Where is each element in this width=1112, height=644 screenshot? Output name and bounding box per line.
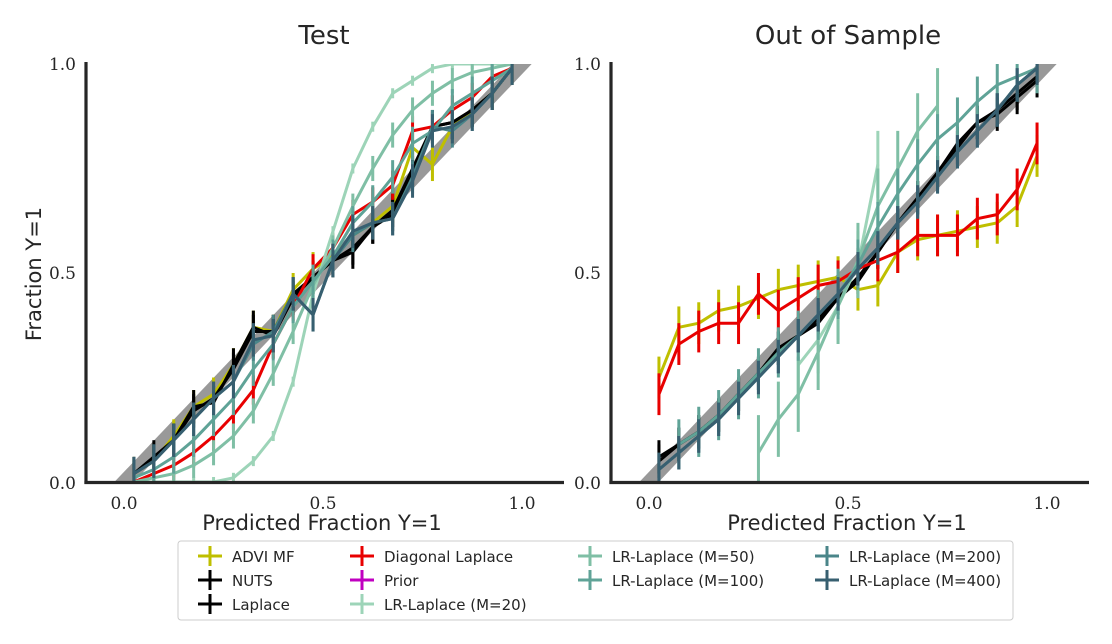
panel-out-of-sample: Out of Sample 0.0 0.5 1.0 0.0 0.5 1.0 Pr… — [574, 21, 1089, 535]
legend-label: LR-Laplace (M=50) — [612, 548, 755, 566]
legend-label: ADVI MF — [232, 548, 295, 566]
legend-label: Prior — [384, 572, 419, 590]
plot-area-test — [112, 64, 532, 484]
panel-test: Test 0.0 0.5 1.0 0.0 0.5 1.0 Predicted F… — [22, 21, 564, 535]
y-tick-label: 0.0 — [574, 474, 601, 494]
legend-label: NUTS — [232, 572, 273, 590]
series-line — [133, 67, 514, 475]
legend-item-diagonal-laplace: Diagonal Laplace — [350, 546, 513, 566]
series-line — [657, 142, 1039, 395]
legend-label: LR-Laplace (M=200) — [849, 548, 1001, 566]
plot-area-out-of-sample — [637, 64, 1057, 484]
legend-label: LR-Laplace (M=100) — [612, 572, 764, 590]
y-tick-label: 1.0 — [49, 55, 76, 75]
x-tick-label: 1.0 — [508, 494, 535, 514]
legend-item-nuts: NUTS — [198, 570, 273, 590]
series-line — [133, 66, 513, 480]
legend-item-lr-laplace-m-400: LR-Laplace (M=400) — [815, 570, 1001, 590]
legend-label: LR-Laplace (M=20) — [384, 596, 527, 614]
legend-item-lr-laplace-m-50: LR-Laplace (M=50) — [578, 546, 755, 566]
reference-diagonal — [112, 64, 532, 484]
legend-label: LR-Laplace (M=400) — [849, 572, 1001, 590]
legend-item-laplace: Laplace — [198, 594, 290, 614]
x-tick-label: 0.0 — [635, 494, 662, 514]
x-tick-label: 1.0 — [1033, 494, 1060, 514]
series-lr-laplace-m-400 — [657, 64, 1039, 482]
y-tick-label: 0.5 — [49, 264, 76, 284]
legend-item-lr-laplace-m-20: LR-Laplace (M=20) — [350, 594, 527, 614]
x-tick-label: 0.5 — [309, 494, 336, 514]
series-lr-laplace-m-400 — [132, 64, 514, 482]
legend-label: Diagonal Laplace — [384, 548, 513, 566]
legend-label: Laplace — [232, 596, 290, 614]
series-line — [658, 67, 1038, 471]
x-axis-label: Predicted Fraction Y=1 — [727, 511, 967, 535]
panel-title-test: Test — [297, 21, 349, 51]
reference-diagonal — [637, 64, 1057, 484]
y-tick-label: 1.0 — [574, 55, 601, 75]
x-axis-label: Predicted Fraction Y=1 — [202, 511, 442, 535]
y-axis-label: Fraction Y=1 — [22, 207, 46, 341]
legend-item-lr-laplace-m-200: LR-Laplace (M=200) — [815, 546, 1001, 566]
x-tick-label: 0.0 — [110, 494, 137, 514]
legend: ADVI MF NUTS Laplace Diagonal Laplace Prior L… — [177, 540, 1014, 621]
legend-items: ADVI MF NUTS Laplace Diagonal Laplace Prior L… — [198, 546, 1001, 614]
y-tick-label: 0.5 — [574, 264, 601, 284]
legend-item-advi-mf: ADVI MF — [198, 546, 295, 566]
panel-title-out-of-sample: Out of Sample — [755, 21, 941, 51]
legend-item-lr-laplace-m-100: LR-Laplace (M=100) — [578, 570, 764, 590]
y-tick-label: 0.0 — [49, 474, 76, 494]
x-tick-label: 0.5 — [834, 494, 861, 514]
legend-item-prior: Prior — [350, 570, 419, 590]
